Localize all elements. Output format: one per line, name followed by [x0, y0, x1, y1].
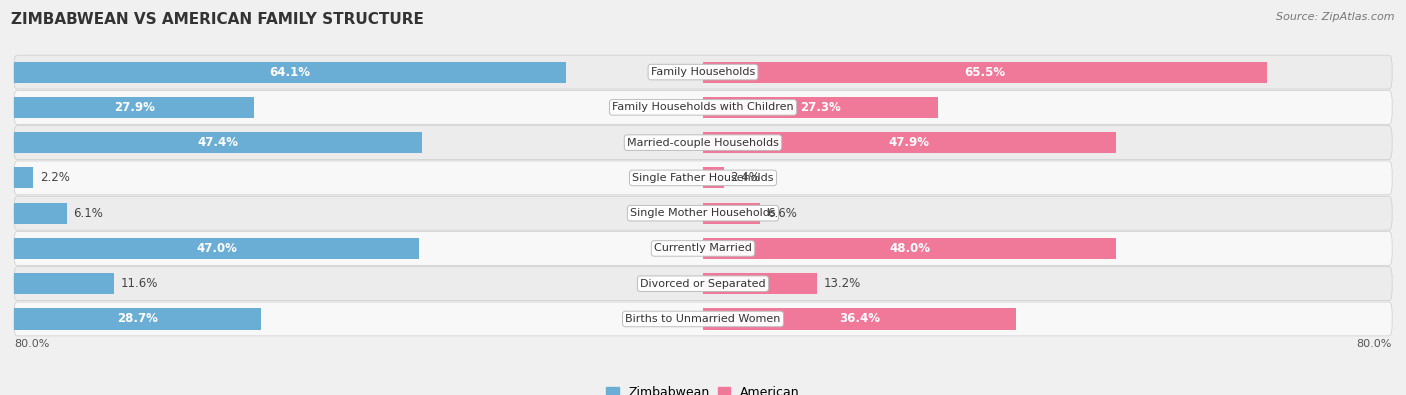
Text: 28.7%: 28.7%	[117, 312, 157, 325]
Text: 64.1%: 64.1%	[270, 66, 311, 79]
Text: Single Mother Households: Single Mother Households	[630, 208, 776, 218]
Bar	[14, 308, 262, 329]
FancyBboxPatch shape	[14, 55, 1392, 89]
Bar	[703, 308, 1017, 329]
Bar	[703, 203, 759, 224]
FancyBboxPatch shape	[14, 196, 1392, 230]
Text: Family Households: Family Households	[651, 67, 755, 77]
Text: 47.0%: 47.0%	[195, 242, 236, 255]
Text: Married-couple Households: Married-couple Households	[627, 137, 779, 148]
Text: 47.9%: 47.9%	[889, 136, 929, 149]
Text: 80.0%: 80.0%	[1357, 339, 1392, 350]
Text: Single Father Households: Single Father Households	[633, 173, 773, 183]
Text: 27.3%: 27.3%	[800, 101, 841, 114]
Bar	[703, 97, 938, 118]
Bar	[14, 97, 254, 118]
Bar	[14, 132, 422, 153]
Text: Source: ZipAtlas.com: Source: ZipAtlas.com	[1277, 12, 1395, 22]
Bar	[14, 203, 66, 224]
Text: 2.4%: 2.4%	[731, 171, 761, 184]
FancyBboxPatch shape	[14, 231, 1392, 265]
Bar	[703, 238, 1116, 259]
Text: 80.0%: 80.0%	[14, 339, 49, 350]
Text: 47.4%: 47.4%	[198, 136, 239, 149]
Bar	[14, 238, 419, 259]
FancyBboxPatch shape	[14, 302, 1392, 336]
Text: Family Households with Children: Family Households with Children	[612, 102, 794, 112]
Bar	[14, 62, 567, 83]
Text: 2.2%: 2.2%	[39, 171, 70, 184]
Bar	[703, 132, 1115, 153]
Text: 13.2%: 13.2%	[824, 277, 860, 290]
FancyBboxPatch shape	[14, 90, 1392, 124]
Text: 36.4%: 36.4%	[839, 312, 880, 325]
Text: 27.9%: 27.9%	[114, 101, 155, 114]
Bar	[703, 167, 724, 188]
Text: Divorced or Separated: Divorced or Separated	[640, 279, 766, 289]
Bar	[14, 167, 32, 188]
Text: 65.5%: 65.5%	[965, 66, 1005, 79]
FancyBboxPatch shape	[14, 267, 1392, 301]
Text: ZIMBABWEAN VS AMERICAN FAMILY STRUCTURE: ZIMBABWEAN VS AMERICAN FAMILY STRUCTURE	[11, 12, 425, 27]
Bar	[14, 273, 114, 294]
Text: Births to Unmarried Women: Births to Unmarried Women	[626, 314, 780, 324]
Bar	[703, 273, 817, 294]
Bar	[703, 62, 1267, 83]
Text: 6.1%: 6.1%	[73, 207, 104, 220]
Text: 6.6%: 6.6%	[766, 207, 797, 220]
FancyBboxPatch shape	[14, 161, 1392, 195]
FancyBboxPatch shape	[14, 126, 1392, 160]
Text: 48.0%: 48.0%	[889, 242, 931, 255]
Legend: Zimbabwean, American: Zimbabwean, American	[603, 382, 803, 395]
Text: 11.6%: 11.6%	[121, 277, 159, 290]
Text: Currently Married: Currently Married	[654, 243, 752, 254]
